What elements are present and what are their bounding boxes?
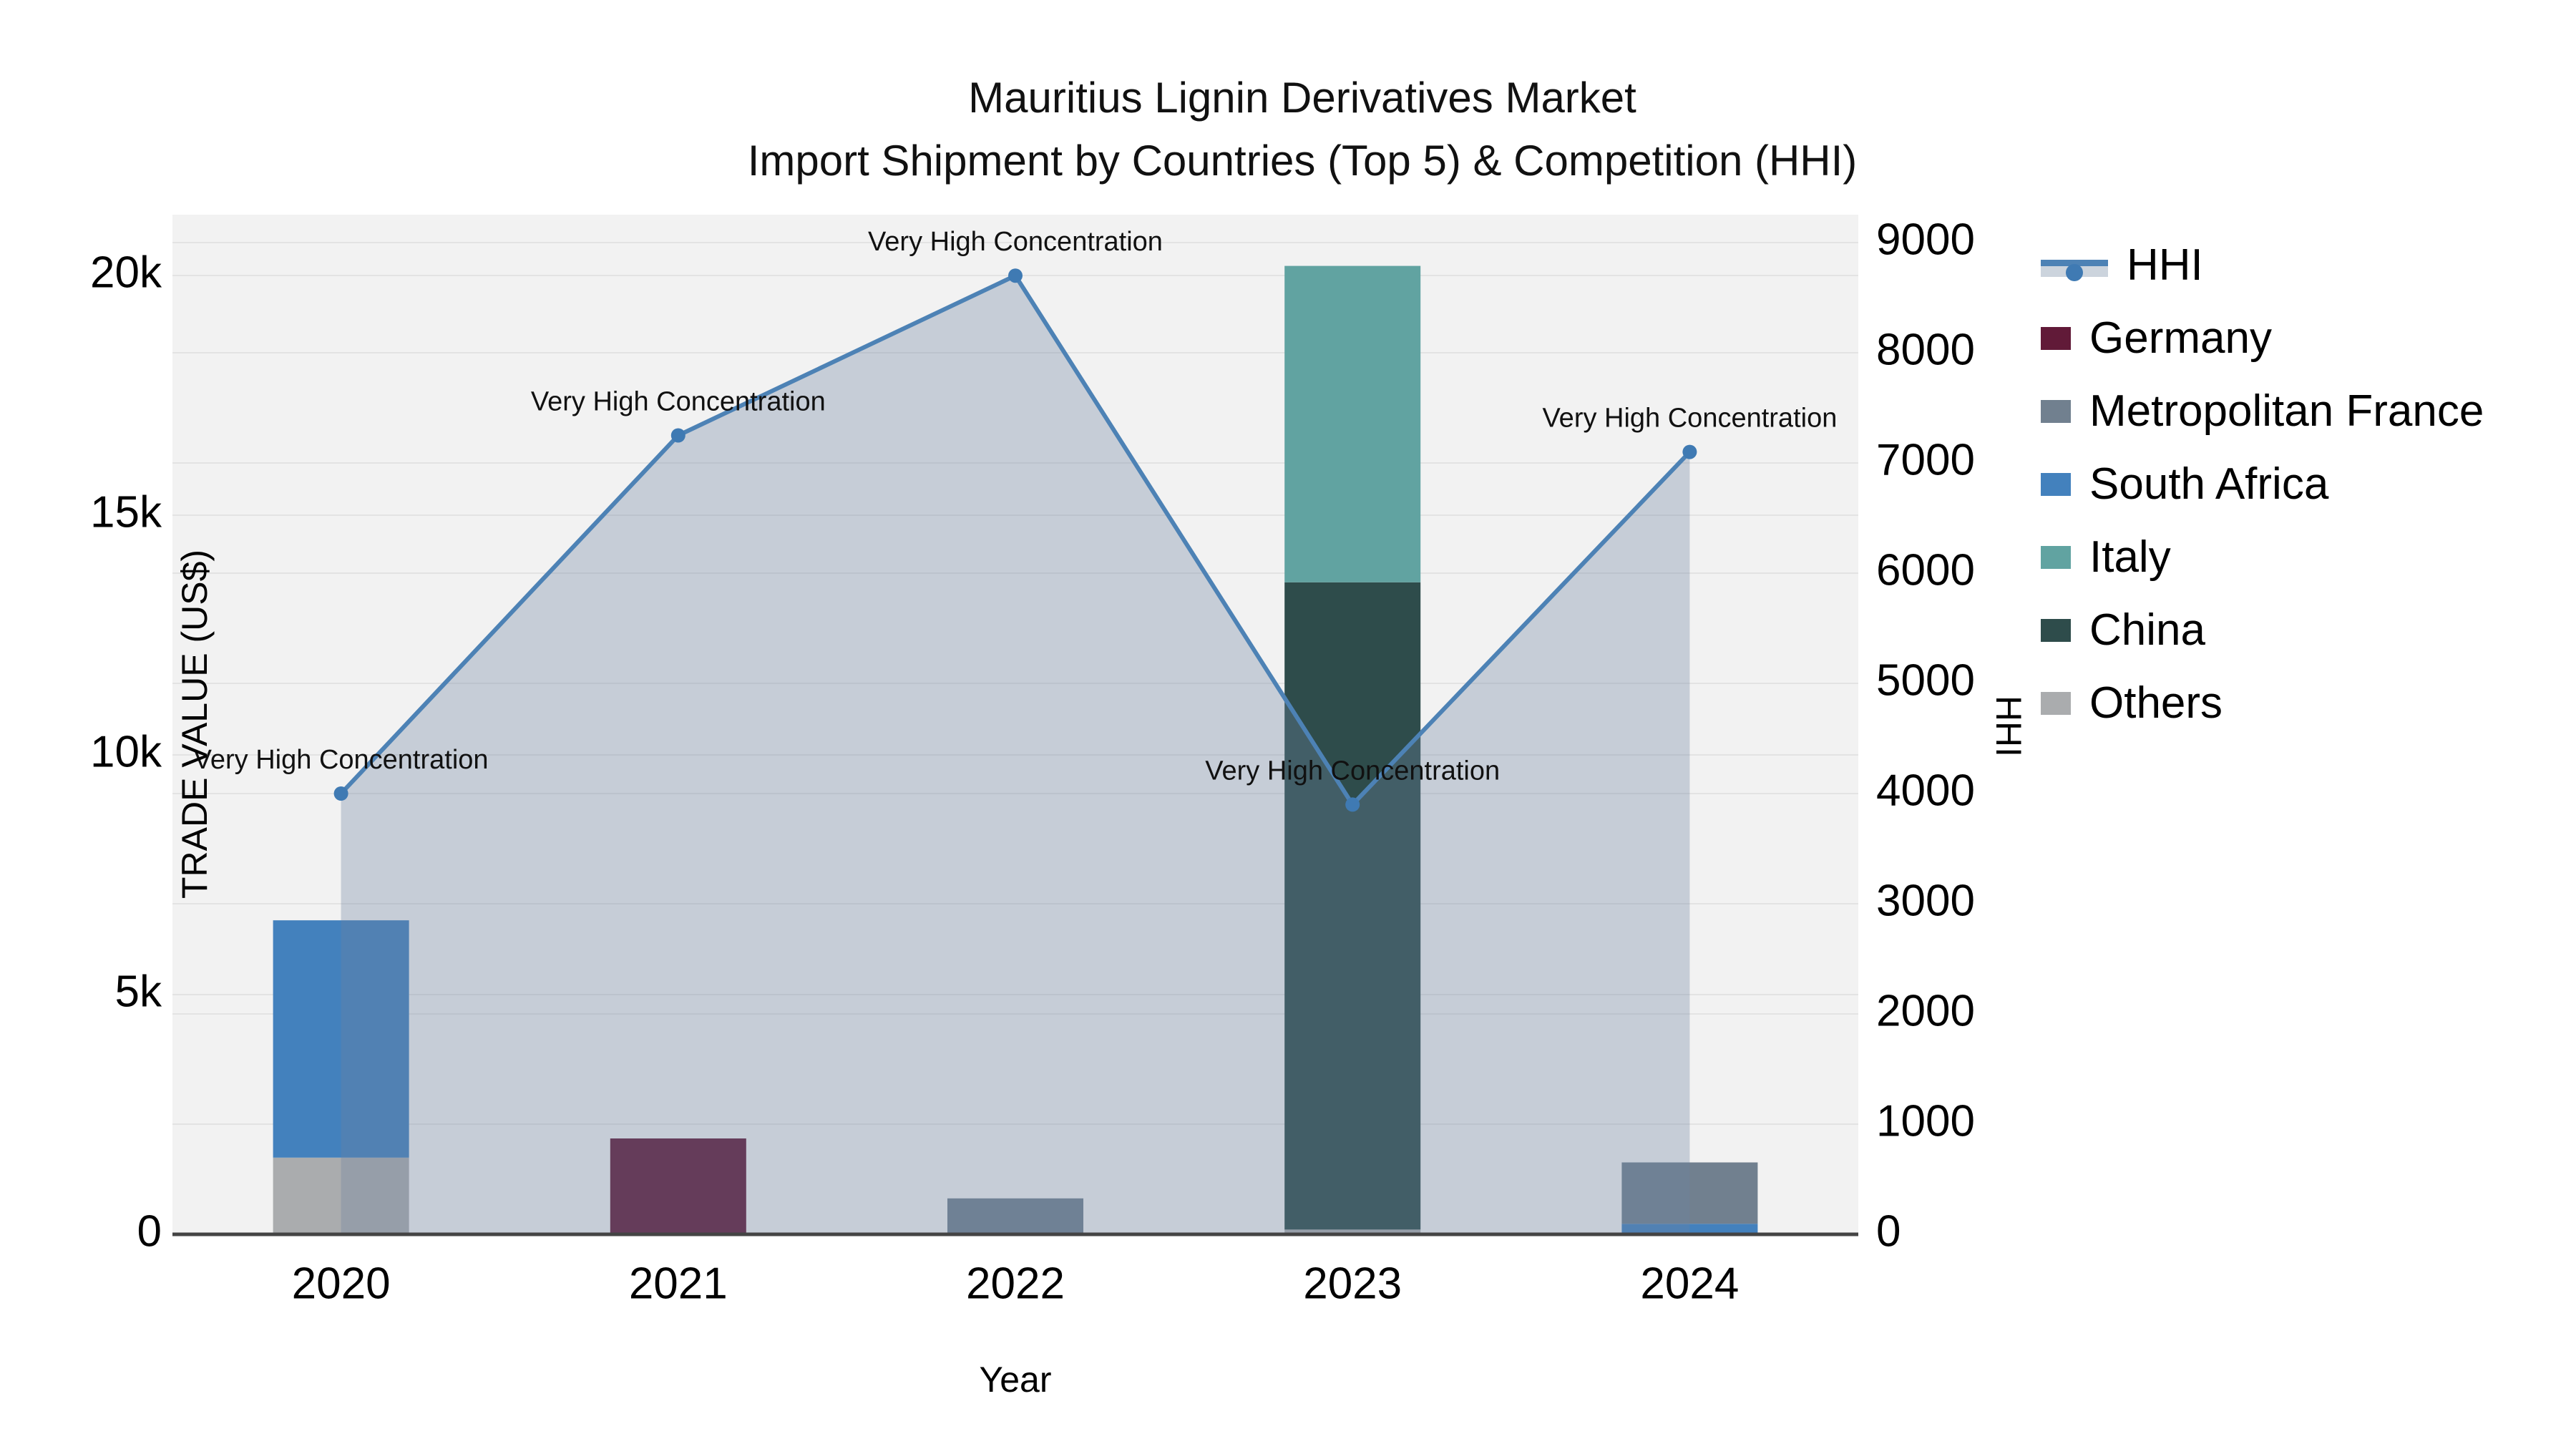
legend-label: HHI [2127, 240, 2203, 290]
y-right-tick-7000: 7000 [1876, 435, 1975, 484]
annotation-2020: Very High Concentration [194, 745, 489, 775]
y-right-tick-0: 0 [1876, 1206, 1901, 1256]
bar-metropolitan-france-2024[interactable] [1621, 1162, 1758, 1224]
legend: HHI Germany Metropolitan France South Afric… [2041, 229, 2484, 740]
y-right-tick-2000: 2000 [1876, 986, 1975, 1035]
bar-germany-2021[interactable] [610, 1138, 746, 1234]
y-left-tick-20k: 20k [90, 248, 162, 297]
y-right-tick-9000: 9000 [1876, 215, 1975, 264]
legend-item-hhi[interactable]: HHI [2041, 229, 2484, 302]
legend-item-others[interactable]: Others [2041, 667, 2484, 740]
legend-label: Metropolitan France [2089, 386, 2484, 436]
chart-subtitle: Import Shipment by Countries (Top 5) & C… [747, 137, 1858, 185]
legend-label: China [2089, 605, 2205, 655]
y-left-axis-title: TRADE VALUE (US$) [175, 549, 215, 899]
y-right-tick-3000: 3000 [1876, 876, 1975, 925]
legend-label: Germany [2089, 313, 2272, 363]
x-tick-2022: 2022 [966, 1259, 1065, 1308]
y-left-tick-0: 0 [137, 1206, 162, 1256]
y-right-tick-1000: 1000 [1876, 1096, 1975, 1146]
y-right-tick-5000: 5000 [1876, 655, 1975, 705]
legend-swatch-icon [2041, 400, 2071, 423]
bar-south-africa-2024[interactable] [1621, 1224, 1758, 1234]
annotation-2023: Very High Concentration [1205, 756, 1500, 786]
x-tick-2020: 2020 [292, 1259, 391, 1308]
legend-swatch-icon [2041, 546, 2071, 569]
x-tick-2023: 2023 [1303, 1259, 1402, 1308]
legend-label: South Africa [2089, 459, 2329, 509]
y-left-tick-15k: 15k [90, 487, 162, 537]
legend-label: Italy [2089, 532, 2171, 582]
x-tick-2024: 2024 [1640, 1259, 1739, 1308]
annotation-2024: Very High Concentration [1542, 404, 1837, 434]
hhi-line-symbol-icon [2041, 253, 2108, 281]
plot-background [172, 215, 1858, 1234]
y-right-tick-8000: 8000 [1876, 325, 1975, 374]
annotation-2022: Very High Concentration [868, 227, 1163, 257]
legend-item-south-africa[interactable]: South Africa [2041, 448, 2484, 521]
legend-item-italy[interactable]: Italy [2041, 521, 2484, 594]
legend-swatch-icon [2041, 619, 2071, 642]
legend-label: Others [2089, 678, 2223, 728]
x-axis-title: Year [979, 1360, 1052, 1400]
y-left-tick-10k: 10k [90, 727, 162, 776]
legend-swatch-icon [2041, 327, 2071, 350]
legend-item-china[interactable]: China [2041, 594, 2484, 667]
bar-others-2020[interactable] [273, 1157, 409, 1234]
bar-china-2023[interactable] [1284, 582, 1421, 1230]
hhi-point-2024[interactable] [1682, 444, 1697, 459]
y-right-axis-title: HHI [1989, 695, 2029, 758]
hhi-point-2021[interactable] [670, 428, 686, 443]
y-right-tick-4000: 4000 [1876, 766, 1975, 815]
x-tick-2021: 2021 [629, 1259, 728, 1308]
hhi-area-fill [341, 275, 1690, 1235]
bar-italy-2023[interactable] [1284, 265, 1421, 582]
legend-swatch-icon [2041, 473, 2071, 496]
annotation-2021: Very High Concentration [531, 387, 826, 417]
bar-south-africa-2020[interactable] [273, 920, 409, 1158]
y-left-tick-5k: 5k [115, 967, 162, 1016]
legend-item-germany[interactable]: Germany [2041, 302, 2484, 375]
hhi-point-2020[interactable] [333, 786, 348, 801]
hhi-point-2023[interactable] [1345, 797, 1360, 812]
y-right-tick-6000: 6000 [1876, 545, 1975, 595]
hhi-point-2022[interactable] [1008, 268, 1023, 283]
chart-title: Mauritius Lignin Derivatives Market [968, 74, 1636, 122]
bar-metropolitan-france-2022[interactable] [947, 1198, 1083, 1234]
bar-others-2023[interactable] [1284, 1229, 1421, 1234]
legend-swatch-icon [2041, 692, 2071, 715]
legend-item-metropolitan-france[interactable]: Metropolitan France [2041, 375, 2484, 448]
